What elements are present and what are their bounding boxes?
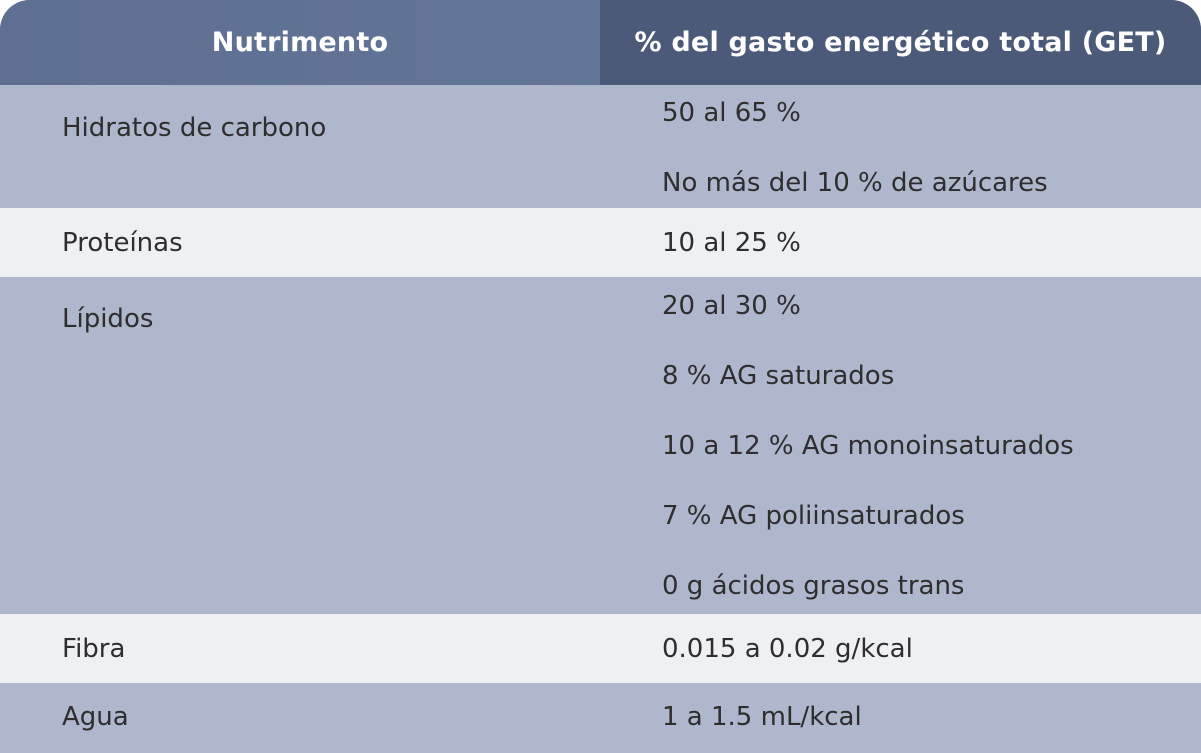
row-values-cell: 20 al 30 % 8 % AG saturados 10 a 12 % AG… [600, 277, 1201, 614]
row-values-cell: 1 a 1.5 mL/kcal [600, 683, 1201, 753]
nutrient-name: Agua [62, 702, 129, 732]
row-name-cell: Hidratos de carbono [0, 85, 600, 208]
column-header-get: % del gasto energético total (GET) [600, 0, 1201, 85]
nutrient-name: Fibra [62, 634, 126, 664]
column-header-nutrimento: Nutrimento [0, 0, 600, 85]
value-line: 10 a 12 % AG monoinsaturados [662, 431, 1074, 461]
row-name-cell: Proteínas [0, 208, 600, 277]
value-line: 20 al 30 % [662, 291, 801, 321]
value-line: 0 g ácidos grasos trans [662, 571, 965, 601]
nutrient-name: Proteínas [62, 228, 183, 258]
table-row: Agua 1 a 1.5 mL/kcal [0, 683, 1201, 753]
row-name-cell: Lípidos [0, 277, 600, 614]
table-row: Proteínas 10 al 25 % [0, 208, 1201, 277]
table-row: Lípidos 20 al 30 % 8 % AG saturados 10 a… [0, 277, 1201, 614]
nutrient-name: Hidratos de carbono [62, 113, 327, 143]
value-line: 10 al 25 % [662, 228, 801, 258]
row-name-cell: Fibra [0, 614, 600, 683]
value-line: 1 a 1.5 mL/kcal [662, 702, 862, 732]
row-values-cell: 50 al 65 % No más del 10 % de azúcares [600, 85, 1201, 208]
nutrient-name: Lípidos [62, 304, 154, 334]
value-line: No más del 10 % de azúcares [662, 168, 1048, 198]
table-header: Nutrimento % del gasto energético total … [0, 0, 1201, 85]
value-line: 50 al 65 % [662, 98, 801, 128]
value-line: 0.015 a 0.02 g/kcal [662, 634, 913, 664]
value-line: 7 % AG poliinsaturados [662, 501, 965, 531]
value-line: 8 % AG saturados [662, 361, 895, 391]
row-values-cell: 10 al 25 % [600, 208, 1201, 277]
row-values-cell: 0.015 a 0.02 g/kcal [600, 614, 1201, 683]
row-name-cell: Agua [0, 683, 600, 753]
table-row: Hidratos de carbono 50 al 65 % No más de… [0, 85, 1201, 208]
table-row: Fibra 0.015 a 0.02 g/kcal [0, 614, 1201, 683]
